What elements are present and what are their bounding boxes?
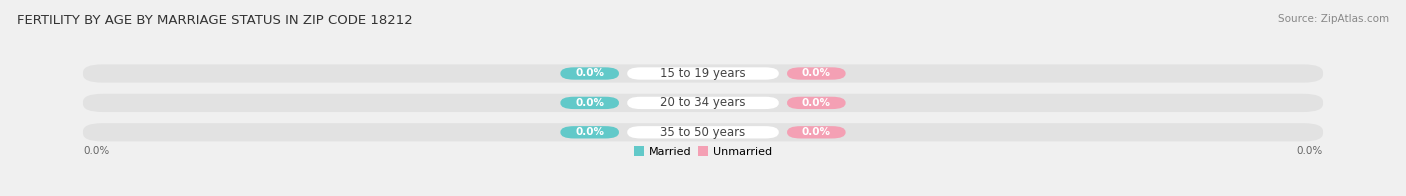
- Text: 0.0%: 0.0%: [801, 98, 831, 108]
- Legend: Married, Unmarried: Married, Unmarried: [634, 146, 772, 157]
- Text: 20 to 34 years: 20 to 34 years: [661, 96, 745, 109]
- FancyBboxPatch shape: [627, 126, 779, 138]
- FancyBboxPatch shape: [83, 123, 1323, 142]
- FancyBboxPatch shape: [561, 126, 619, 138]
- Text: 0.0%: 0.0%: [575, 98, 605, 108]
- Text: 0.0%: 0.0%: [801, 68, 831, 79]
- Text: FERTILITY BY AGE BY MARRIAGE STATUS IN ZIP CODE 18212: FERTILITY BY AGE BY MARRIAGE STATUS IN Z…: [17, 14, 412, 27]
- Text: Source: ZipAtlas.com: Source: ZipAtlas.com: [1278, 14, 1389, 24]
- FancyBboxPatch shape: [83, 94, 1323, 112]
- Text: 15 to 19 years: 15 to 19 years: [661, 67, 745, 80]
- FancyBboxPatch shape: [83, 64, 1323, 83]
- Text: 35 to 50 years: 35 to 50 years: [661, 126, 745, 139]
- FancyBboxPatch shape: [787, 126, 845, 138]
- FancyBboxPatch shape: [561, 97, 619, 109]
- Text: 0.0%: 0.0%: [575, 127, 605, 137]
- Text: 0.0%: 0.0%: [575, 68, 605, 79]
- FancyBboxPatch shape: [787, 97, 845, 109]
- FancyBboxPatch shape: [627, 97, 779, 109]
- Text: 0.0%: 0.0%: [801, 127, 831, 137]
- FancyBboxPatch shape: [787, 67, 845, 80]
- Text: 0.0%: 0.0%: [83, 145, 110, 156]
- FancyBboxPatch shape: [627, 67, 779, 80]
- FancyBboxPatch shape: [561, 67, 619, 80]
- Text: 0.0%: 0.0%: [1296, 145, 1323, 156]
